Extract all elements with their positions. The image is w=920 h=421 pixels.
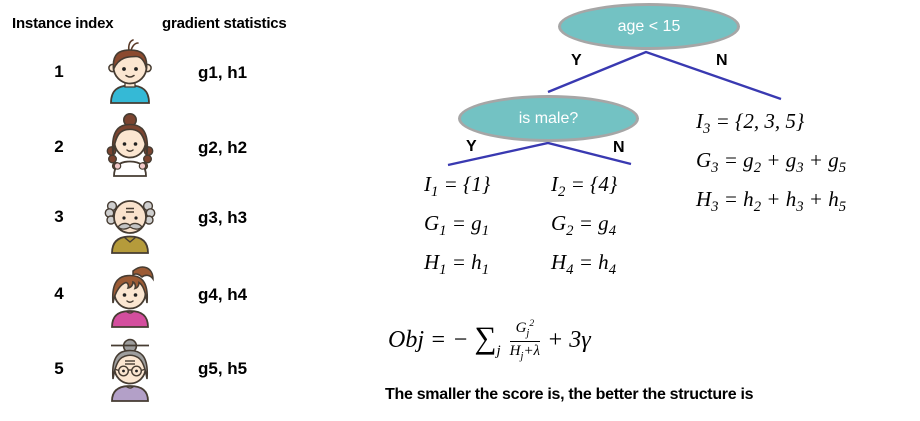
objective-formula: Obj = − ∑j Gj2 Hj+λ + 3γ bbox=[388, 318, 591, 363]
tree-node-is-male: is male? bbox=[458, 95, 639, 142]
edge-label-male-no: N bbox=[613, 139, 625, 156]
stats-row-1: g1, h1 bbox=[198, 63, 248, 82]
sum-subscript: j bbox=[496, 343, 501, 360]
leaf2-g: G2 = g4 bbox=[551, 211, 617, 240]
leaf1-instances: I1 = {1} bbox=[424, 172, 491, 201]
leaf-block-2: I2 = {4} G2 = g4 H4 = h4 bbox=[551, 169, 617, 287]
leaf3-h: H3 = h2 + h3 + h5 bbox=[696, 187, 847, 216]
leaf1-h: H1 = h1 bbox=[424, 250, 490, 279]
instance-index-header: Instance index bbox=[12, 15, 114, 32]
edge-label-root-yes: Y bbox=[571, 52, 582, 69]
objective-lhs: Obj = − bbox=[388, 327, 469, 354]
old-man-icon bbox=[104, 200, 156, 254]
instance-number-1: 1 bbox=[54, 62, 64, 81]
gradient-statistics-header: gradient statistics bbox=[162, 15, 287, 32]
old-woman-icon bbox=[111, 338, 149, 402]
tree-node-age-label: age < 15 bbox=[617, 17, 681, 35]
stats-row-4: g4, h4 bbox=[198, 285, 248, 304]
fraction-numerator: Gj2 bbox=[509, 318, 541, 343]
edge-label-root-no: N bbox=[716, 52, 728, 69]
girl-icon bbox=[111, 266, 154, 328]
leaf3-instances: I3 = {2, 3, 5} bbox=[696, 109, 805, 138]
leaf1-g: G1 = g1 bbox=[424, 211, 490, 240]
instance-number-3: 3 bbox=[54, 207, 64, 226]
leaf2-h: H4 = h4 bbox=[551, 250, 617, 279]
stats-row-3: g3, h3 bbox=[198, 208, 248, 227]
objective-tail: + 3γ bbox=[547, 327, 591, 354]
leaf-block-3: I3 = {2, 3, 5} G3 = g2 + g3 + g5 H3 = h2… bbox=[696, 106, 846, 224]
young-woman-icon bbox=[106, 113, 154, 177]
instance-number-4: 4 bbox=[54, 284, 64, 303]
leaf3-g: G3 = g2 + g3 + g5 bbox=[696, 148, 847, 177]
tree-node-age: age < 15 bbox=[558, 3, 740, 50]
tree-node-is-male-label: is male? bbox=[518, 109, 579, 127]
score-caption: The smaller the score is, the better the… bbox=[385, 386, 754, 403]
leaf2-instances: I2 = {4} bbox=[551, 172, 618, 201]
fraction-denominator: Hj+λ bbox=[509, 343, 541, 363]
objective-fraction: Gj2 Hj+λ bbox=[509, 318, 541, 363]
stats-row-2: g2, h2 bbox=[198, 138, 248, 157]
leaf-block-1: I1 = {1} G1 = g1 H1 = h1 bbox=[424, 169, 490, 287]
stats-row-5: g5, h5 bbox=[198, 359, 248, 378]
instance-number-5: 5 bbox=[54, 359, 64, 378]
sum-symbol: ∑j bbox=[474, 320, 501, 360]
boy-icon bbox=[108, 39, 152, 104]
edge-label-male-yes: Y bbox=[466, 138, 477, 155]
instance-number-2: 2 bbox=[54, 137, 64, 156]
